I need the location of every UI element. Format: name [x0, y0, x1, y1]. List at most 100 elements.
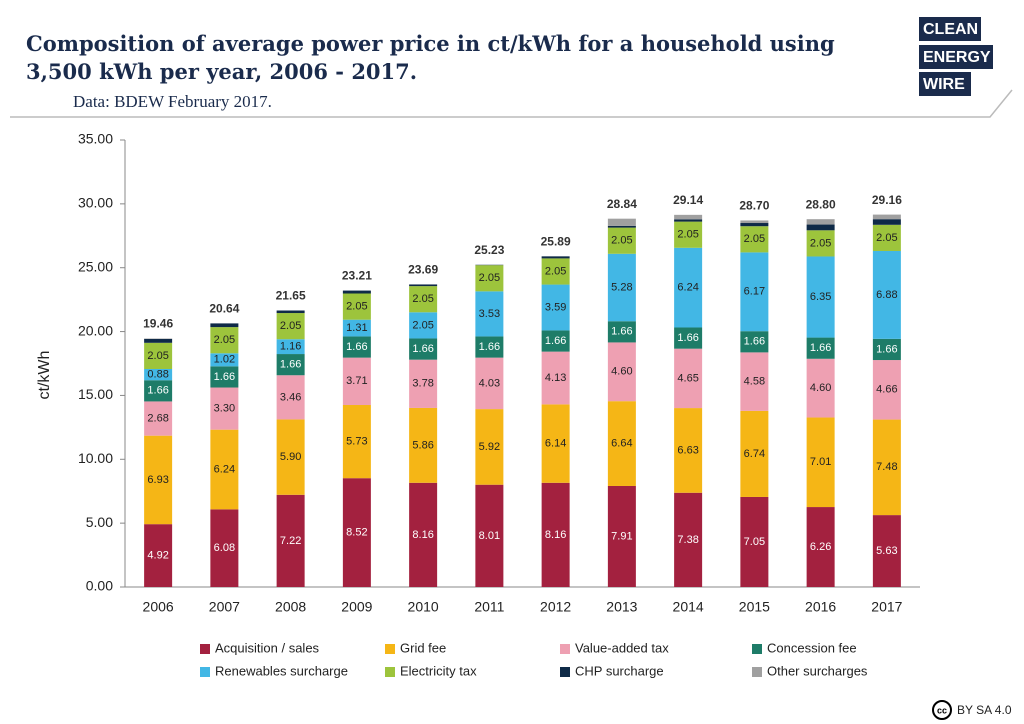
- x-tick-label: 2015: [739, 599, 770, 615]
- bar-segment: [806, 337, 835, 359]
- bar-segment: [475, 291, 504, 337]
- bar-segment: [541, 330, 570, 352]
- bar-segment: [872, 250, 901, 339]
- legend-label: CHP surcharge: [575, 663, 664, 678]
- value-label: 5.92: [479, 441, 500, 453]
- legend-label: Electricity tax: [400, 663, 477, 678]
- value-label: 8.16: [545, 529, 566, 541]
- x-tick-label: 2013: [606, 599, 637, 615]
- bar-segment: [674, 492, 703, 587]
- bar-segment: [872, 219, 901, 225]
- bar-segment: [872, 214, 901, 220]
- chart-subtitle: Data: BDEW February 2017.: [73, 92, 272, 111]
- value-label: 3.53: [479, 308, 500, 320]
- license-icon: [932, 700, 952, 720]
- value-label: 1.16: [280, 341, 301, 353]
- bar-segment: [541, 404, 570, 483]
- value-label: 2.05: [214, 334, 235, 346]
- value-label: 4.66: [876, 384, 897, 396]
- value-label: 3.71: [346, 375, 367, 387]
- bar-segment: [872, 419, 901, 516]
- total-label: 23.21: [342, 269, 372, 283]
- value-label: 5.63: [876, 545, 897, 557]
- bar-segment: [740, 410, 769, 497]
- logo-text: ENERGY: [923, 49, 991, 66]
- value-label: 7.91: [611, 530, 632, 542]
- value-label: 2.05: [744, 233, 765, 245]
- bar-segment: [144, 524, 173, 587]
- bar-segment: [607, 227, 636, 254]
- bar-segment: [276, 419, 305, 495]
- value-label: 3.78: [412, 378, 433, 390]
- y-tick-label: 0.00: [86, 578, 113, 594]
- chart-title: 3,500 kWh per year, 2006 - 2017.: [26, 59, 417, 84]
- bar-segment: [806, 219, 835, 225]
- bar-segment: [806, 224, 835, 231]
- value-label: 1.66: [412, 343, 433, 355]
- bar-segment: [806, 230, 835, 257]
- bar-segment: [872, 224, 901, 251]
- bar-segment: [409, 338, 438, 360]
- legend-label: Grid fee: [400, 640, 446, 655]
- bar-segment: [607, 253, 636, 322]
- value-label: 2.05: [611, 235, 632, 247]
- value-label: 8.01: [479, 530, 500, 542]
- value-label: 6.24: [214, 463, 235, 475]
- value-label: 5.90: [280, 451, 301, 463]
- bar-segment: [872, 338, 901, 361]
- legend-swatch: [560, 644, 570, 654]
- x-tick-label: 2010: [408, 599, 439, 615]
- value-label: 2.05: [545, 265, 566, 277]
- logo-text: WIRE: [923, 76, 965, 93]
- value-label: 1.66: [346, 341, 367, 353]
- y-tick-label: 35.00: [78, 131, 113, 147]
- value-label: 3.46: [280, 391, 301, 403]
- legend-swatch: [385, 644, 395, 654]
- bar-segment: [806, 256, 835, 338]
- value-label: 6.24: [677, 282, 698, 294]
- bar-segment: [210, 509, 239, 587]
- bar-segment: [872, 515, 901, 587]
- bar-segment: [409, 407, 438, 483]
- value-label: 1.66: [611, 326, 632, 338]
- y-tick-label: 30.00: [78, 195, 113, 211]
- value-label: 6.26: [810, 541, 831, 553]
- value-label: 6.14: [545, 437, 566, 449]
- value-label: 0.88: [147, 369, 168, 381]
- value-label: 6.17: [744, 286, 765, 298]
- value-label: 2.05: [876, 232, 897, 244]
- bar-segment: [276, 375, 305, 420]
- value-label: 4.13: [545, 372, 566, 384]
- legend-label: Value-added tax: [575, 640, 669, 655]
- bar-segment: [210, 387, 239, 430]
- bar-segment: [210, 353, 239, 367]
- y-tick-label: 25.00: [78, 258, 113, 274]
- bar-segment: [276, 313, 305, 340]
- legend-swatch: [752, 644, 762, 654]
- bar-segment: [872, 360, 901, 420]
- bar-segment: [210, 366, 239, 388]
- bar-segment: [607, 342, 636, 402]
- bar-segment: [806, 417, 835, 508]
- bar-segment: [806, 358, 835, 418]
- value-label: 2.05: [810, 237, 831, 249]
- bar-segment: [475, 265, 504, 292]
- bar-segment: [409, 284, 438, 287]
- x-tick-label: 2009: [341, 599, 372, 615]
- bar-segment: [475, 336, 504, 358]
- bar-segment: [674, 408, 703, 493]
- bar-segment: [607, 218, 636, 226]
- bar-segment: [342, 319, 371, 337]
- bar-segment: [674, 247, 703, 328]
- legend-label: Other surcharges: [767, 663, 868, 678]
- value-label: 7.01: [810, 456, 831, 468]
- bar-segment: [607, 401, 636, 486]
- x-tick-label: 2014: [673, 599, 704, 615]
- x-tick-label: 2007: [209, 599, 240, 615]
- bar-segment: [144, 380, 173, 402]
- x-tick-label: 2012: [540, 599, 571, 615]
- total-label: 20.64: [209, 302, 239, 316]
- legend-swatch: [385, 667, 395, 677]
- bar-segment: [740, 352, 769, 411]
- x-tick-label: 2008: [275, 599, 306, 615]
